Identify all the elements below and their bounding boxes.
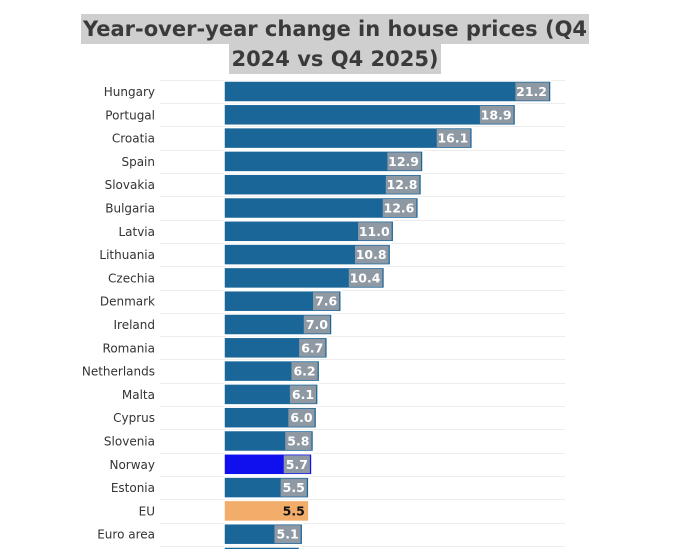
bar-eu bbox=[223, 499, 310, 523]
value-label-box bbox=[288, 408, 315, 427]
value-label-box bbox=[348, 268, 383, 287]
value-label: 5.8 bbox=[287, 434, 309, 449]
value-label: 5.5 bbox=[283, 480, 305, 495]
value-label: 6.2 bbox=[293, 364, 315, 379]
chart-title: Year-over-year change in house prices (Q… bbox=[0, 14, 670, 74]
category-label: Norway bbox=[109, 458, 155, 472]
category-label: Ireland bbox=[113, 318, 155, 332]
category-label: EU bbox=[139, 504, 155, 518]
value-label: 21.2 bbox=[516, 84, 547, 99]
bar-partial bbox=[223, 546, 301, 549]
value-label-box bbox=[299, 338, 326, 357]
bar-portugal bbox=[223, 103, 517, 127]
value-label-box bbox=[385, 175, 420, 194]
value-label-box bbox=[303, 315, 330, 334]
bar-latvia bbox=[223, 220, 395, 243]
bar-czechia bbox=[223, 266, 386, 290]
bar-bulgaria bbox=[223, 196, 420, 220]
value-label-box bbox=[285, 432, 312, 450]
value-label: 5.5 bbox=[283, 503, 305, 518]
category-label: Slovenia bbox=[104, 435, 155, 449]
category-label: Euro area bbox=[97, 528, 155, 542]
value-label-box bbox=[358, 222, 392, 241]
category-label: Slovakia bbox=[105, 178, 155, 192]
value-label: 10.8 bbox=[356, 247, 387, 262]
category-label: Romania bbox=[103, 341, 155, 355]
value-label: 5.7 bbox=[286, 457, 308, 472]
value-label: 7.0 bbox=[306, 317, 328, 332]
value-label-box bbox=[313, 292, 340, 311]
category-label: Estonia bbox=[111, 481, 155, 495]
chart-title-line-2: 2024 vs Q4 2025) bbox=[229, 44, 441, 74]
value-label-box bbox=[387, 152, 421, 171]
value-label-box bbox=[354, 245, 389, 264]
value-label: 6.1 bbox=[292, 387, 314, 402]
value-label: 6.0 bbox=[290, 410, 312, 425]
value-label-box bbox=[382, 199, 417, 217]
value-label-box bbox=[283, 455, 310, 474]
chart-title-line-1: Year-over-year change in house prices (Q… bbox=[80, 14, 590, 44]
value-label: 16.1 bbox=[437, 131, 468, 146]
category-label: Denmark bbox=[100, 295, 155, 309]
value-label: 12.8 bbox=[387, 177, 418, 192]
bar-slovakia bbox=[223, 173, 423, 196]
value-label-box bbox=[515, 82, 549, 101]
value-label-box bbox=[280, 478, 307, 497]
category-label: Croatia bbox=[112, 132, 155, 146]
value-label: 12.9 bbox=[388, 154, 419, 169]
bar-denmark bbox=[223, 289, 342, 313]
bar-spain bbox=[223, 150, 424, 173]
value-label: 5.1 bbox=[277, 527, 299, 542]
category-label: Malta bbox=[122, 388, 155, 402]
value-label: 18.9 bbox=[481, 107, 512, 122]
value-label: 6.7 bbox=[301, 340, 323, 355]
value-label-box bbox=[479, 105, 514, 124]
value-label: 10.4 bbox=[350, 270, 381, 285]
value-label-box bbox=[436, 129, 471, 148]
category-label: Hungary bbox=[104, 85, 155, 99]
category-label: Cyprus bbox=[113, 411, 155, 425]
value-label: 7.6 bbox=[315, 294, 337, 309]
category-label: Portugal bbox=[105, 108, 155, 122]
category-label: Bulgaria bbox=[105, 202, 155, 216]
bar-lithuania bbox=[223, 243, 392, 266]
category-label: Netherlands bbox=[82, 365, 155, 379]
category-label: Latvia bbox=[118, 225, 155, 239]
category-label: Spain bbox=[121, 155, 155, 169]
value-label-box bbox=[289, 385, 317, 404]
value-label-box bbox=[291, 362, 318, 381]
value-label-box bbox=[274, 525, 301, 544]
value-label: 12.6 bbox=[384, 201, 415, 216]
category-label: Czechia bbox=[108, 271, 155, 285]
value-label: 11.0 bbox=[359, 224, 390, 239]
bar-hungary bbox=[223, 80, 552, 103]
bar-croatia bbox=[223, 126, 474, 150]
category-label: Lithuania bbox=[99, 248, 155, 262]
